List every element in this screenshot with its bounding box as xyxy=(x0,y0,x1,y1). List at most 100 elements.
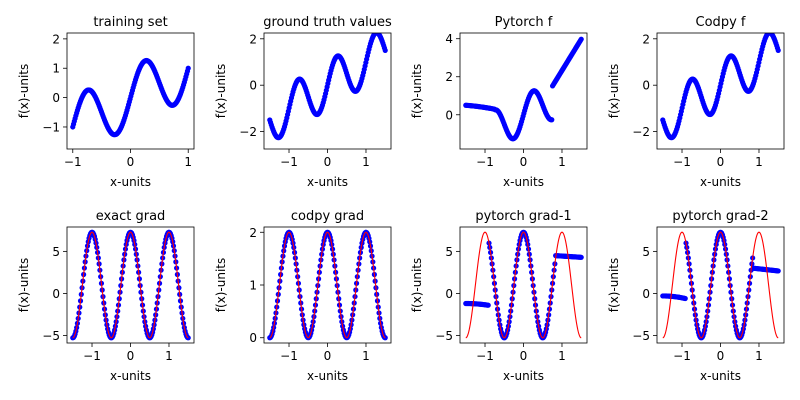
y-axis-label: f(x)-units xyxy=(607,64,621,119)
y-tick-label: 5 xyxy=(642,245,650,259)
data-point xyxy=(485,302,491,308)
y-axis-label: f(x)-units xyxy=(607,258,621,313)
plot-frame xyxy=(263,32,392,150)
data-series xyxy=(267,33,388,141)
x-tick-label: 0 xyxy=(127,349,135,363)
data-series xyxy=(463,229,584,341)
y-axis-label: f(x)-units xyxy=(17,258,31,313)
x-axis-label: x-units xyxy=(700,175,741,189)
plot-frame xyxy=(66,226,195,344)
y-tick-label: 0 xyxy=(642,287,650,301)
subplot-title: exact grad xyxy=(96,209,166,224)
reference-line xyxy=(662,231,779,339)
x-tick-label: 1 xyxy=(755,155,763,169)
plot-frame xyxy=(263,226,392,344)
y-axis-label: f(x)-units xyxy=(214,258,228,313)
plot-frame xyxy=(459,32,588,150)
y-tick-label: 2 xyxy=(249,226,257,240)
y-tick-label: 0 xyxy=(445,287,453,301)
y-axis-label: f(x)-units xyxy=(214,64,228,119)
x-tick-label: 1 xyxy=(362,349,370,363)
reference-line xyxy=(72,231,189,339)
x-tick-label: 0 xyxy=(520,155,528,169)
subplot-7: pytorch grad-1 x-units f(x)-units −1 0 1 −5 0 5 xyxy=(410,209,588,383)
y-tick-label: 1 xyxy=(52,62,60,76)
x-tick-label: 0 xyxy=(127,155,135,169)
x-axis-label: x-units xyxy=(503,369,544,383)
y-tick-label: 1 xyxy=(249,279,257,293)
x-tick-label: 1 xyxy=(558,349,566,363)
subplot-1: training set x-units f(x)-units −1 0 1 −1 0 1 2 xyxy=(17,15,195,189)
y-tick-label: 2 xyxy=(445,70,453,84)
x-tick-label: −1 xyxy=(83,349,101,363)
subplot-5: exact grad x-units f(x)-units −1 0 1 −5 0 5 xyxy=(17,209,195,383)
data-series xyxy=(660,33,781,141)
x-tick-label: 1 xyxy=(362,155,370,169)
y-tick-label: 2 xyxy=(52,32,60,46)
y-tick-label: 0 xyxy=(249,79,257,93)
y-tick-label: −5 xyxy=(42,329,60,343)
plot-frame xyxy=(66,32,195,150)
y-tick-label: 5 xyxy=(52,245,60,259)
subplot-title: Pytorch f xyxy=(495,15,553,30)
subplot-8: pytorch grad-2 x-units f(x)-units −1 0 1 −5 0 5 xyxy=(607,209,785,383)
data-point xyxy=(578,254,584,260)
y-tick-label: −2 xyxy=(239,125,257,139)
y-tick-label: 2 xyxy=(249,32,257,46)
reference-line xyxy=(269,231,386,339)
data-series xyxy=(70,229,191,341)
plot-frame xyxy=(656,32,785,150)
x-tick-label: −1 xyxy=(673,349,691,363)
x-axis-label: x-units xyxy=(307,175,348,189)
subplot-title: ground truth values xyxy=(263,15,392,30)
x-tick-label: 0 xyxy=(324,349,332,363)
data-series xyxy=(660,229,781,341)
x-axis-label: x-units xyxy=(110,175,151,189)
x-tick-label: 1 xyxy=(755,349,763,363)
subplot-title: training set xyxy=(93,15,167,30)
y-tick-label: 0 xyxy=(642,79,650,93)
data-point xyxy=(775,268,781,274)
x-tick-label: −1 xyxy=(673,155,691,169)
y-tick-label: 5 xyxy=(445,245,453,259)
y-tick-label: 2 xyxy=(642,32,650,46)
data-point xyxy=(549,117,555,123)
plot-frame xyxy=(656,226,785,344)
subplot-title: codpy grad xyxy=(291,209,364,224)
x-axis-label: x-units xyxy=(110,369,151,383)
data-point xyxy=(185,65,191,71)
x-axis-label: x-units xyxy=(700,369,741,383)
reference-line xyxy=(465,231,582,339)
x-tick-label: −1 xyxy=(476,349,494,363)
x-tick-label: −1 xyxy=(64,155,82,169)
data-series xyxy=(267,229,388,341)
y-tick-label: −5 xyxy=(632,329,650,343)
subplot-4: Codpy f x-units f(x)-units −1 0 1 −2 0 2 xyxy=(607,15,785,189)
x-tick-label: 1 xyxy=(184,155,192,169)
data-point xyxy=(578,36,584,42)
y-tick-label: −1 xyxy=(42,120,60,134)
y-axis-label: f(x)-units xyxy=(17,64,31,119)
x-tick-label: 0 xyxy=(324,155,332,169)
subplot-title: Codpy f xyxy=(696,15,746,30)
subplot-6: codpy grad x-units f(x)-units −1 0 1 0 1 2 xyxy=(214,209,392,383)
x-axis-label: x-units xyxy=(503,175,544,189)
y-tick-label: −2 xyxy=(632,125,650,139)
x-tick-label: 0 xyxy=(520,349,528,363)
x-tick-label: 0 xyxy=(717,155,725,169)
y-tick-label: 0 xyxy=(445,108,453,122)
x-axis-label: x-units xyxy=(307,369,348,383)
data-series xyxy=(463,36,584,142)
subplot-3: Pytorch f x-units f(x)-units −1 0 1 0 2 4 xyxy=(410,15,588,189)
data-series xyxy=(70,57,191,138)
x-tick-label: −1 xyxy=(280,155,298,169)
y-axis-label: f(x)-units xyxy=(410,64,424,119)
x-tick-label: −1 xyxy=(280,349,298,363)
y-tick-label: −5 xyxy=(435,329,453,343)
x-tick-label: −1 xyxy=(476,155,494,169)
data-point xyxy=(682,295,688,302)
data-point xyxy=(382,47,388,54)
plot-frame xyxy=(459,226,588,344)
subplot-title: pytorch grad-1 xyxy=(475,209,571,224)
